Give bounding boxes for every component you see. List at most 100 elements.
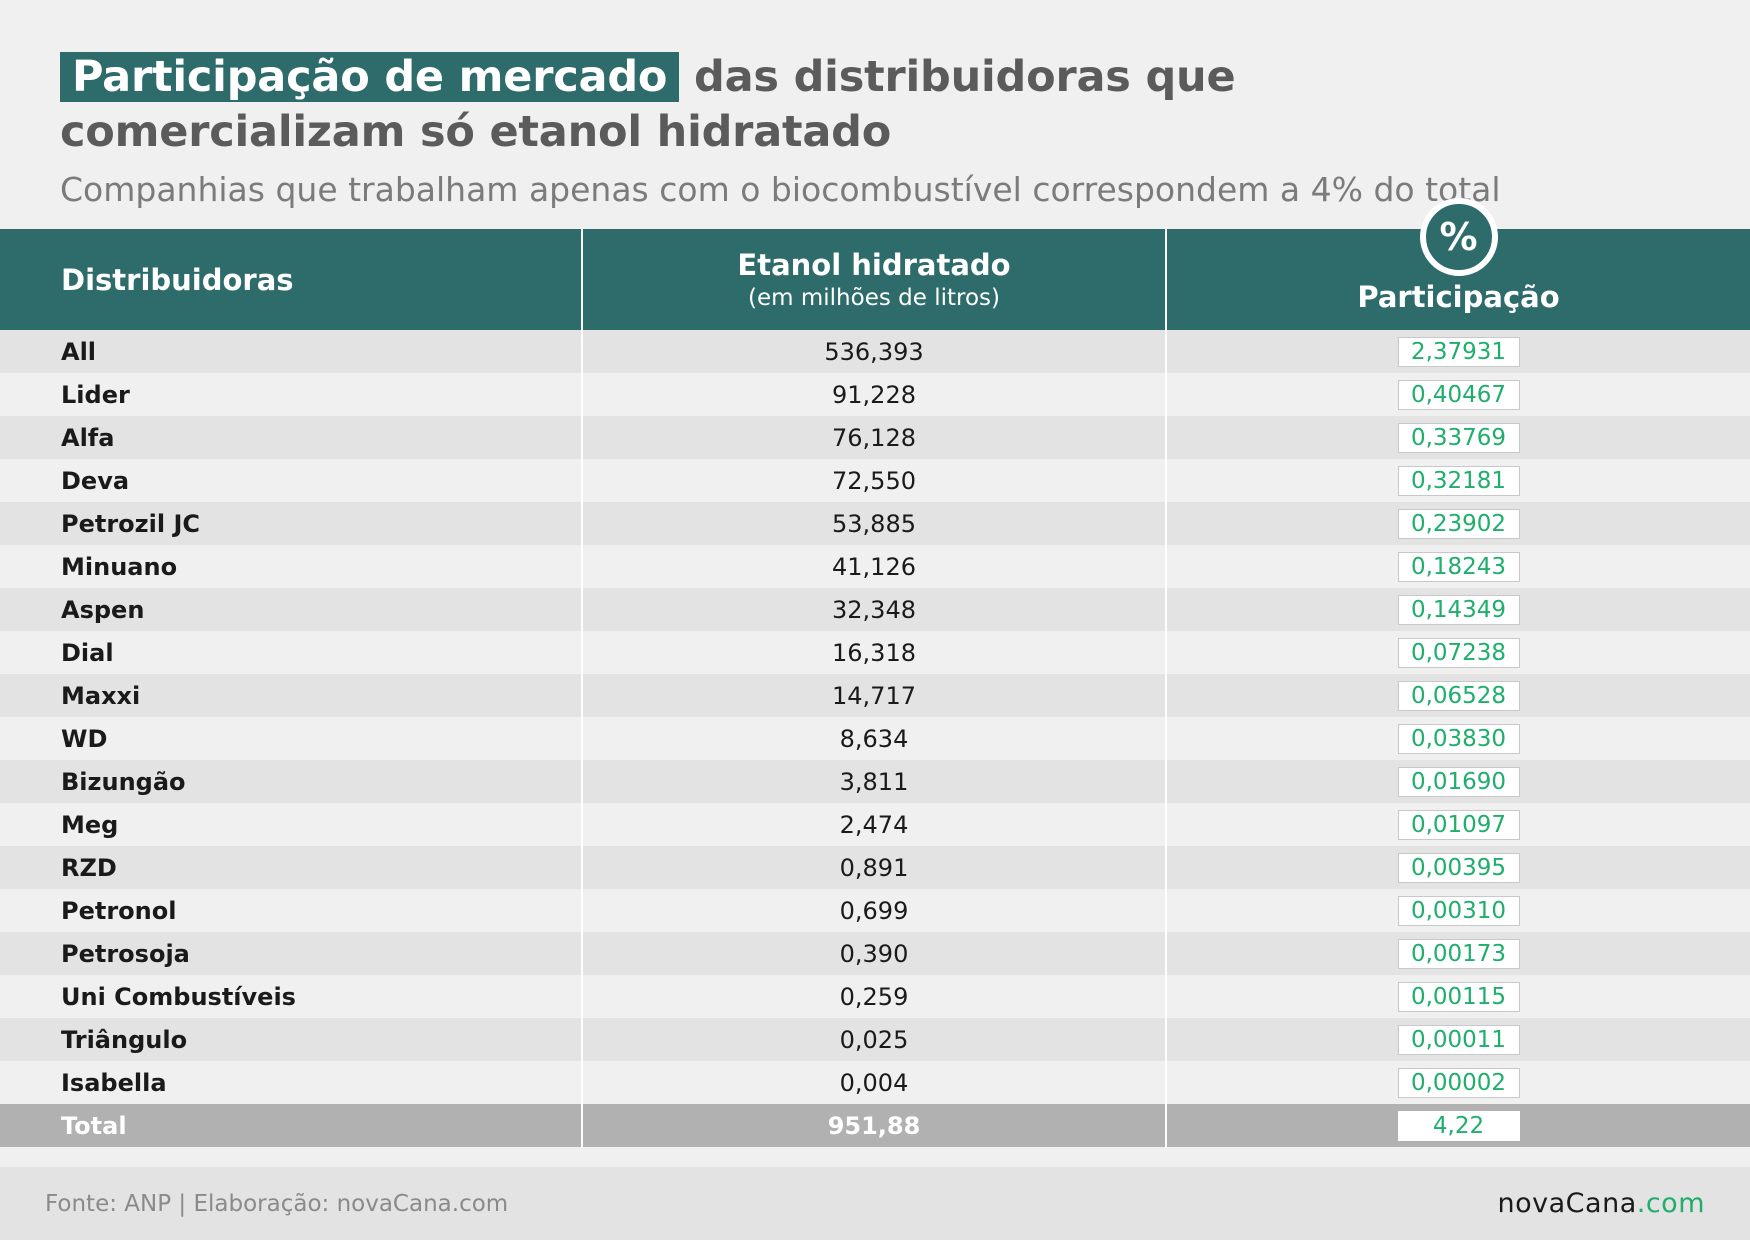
total-label: Total xyxy=(0,1104,583,1147)
participacao-cell: 0,07238 xyxy=(1167,631,1750,674)
table-row: Petrosoja 0,390 0,00173 xyxy=(0,932,1750,975)
total-share-box: 4,22 xyxy=(1397,1110,1520,1141)
etanol-volume: 0,259 xyxy=(583,975,1167,1018)
participacao-value: 0,03830 xyxy=(1397,723,1520,754)
participacao-cell: 0,00115 xyxy=(1167,975,1750,1018)
distribuidora-name: WD xyxy=(0,717,583,760)
table-row: All 536,393 2,37931 xyxy=(0,330,1750,373)
market-share-table: Distribuidoras Etanol hidratado (em milh… xyxy=(0,198,1750,1147)
participacao-cell: 0,33769 xyxy=(1167,416,1750,459)
distribuidora-name: Petronol xyxy=(0,889,583,932)
total-volume: 951,88 xyxy=(583,1104,1167,1147)
footer: Fonte: ANP | Elaboração: novaCana.com no… xyxy=(0,1167,1750,1240)
table-row: Petronol 0,699 0,00310 xyxy=(0,889,1750,932)
participacao-cell: 0,00310 xyxy=(1167,889,1750,932)
participacao-cell: 2,37931 xyxy=(1167,330,1750,373)
participacao-value: 2,37931 xyxy=(1397,336,1520,367)
header-etanol-main: Etanol hidratado xyxy=(737,247,1011,282)
participacao-value: 0,07238 xyxy=(1397,637,1520,668)
title-line1-rest: das distribuidoras que xyxy=(694,52,1236,102)
participacao-value: 0,40467 xyxy=(1397,379,1520,410)
table-row: Maxxi 14,717 0,06528 xyxy=(0,674,1750,717)
participacao-cell: 0,00002 xyxy=(1167,1061,1750,1104)
header-participacao-label: Participação xyxy=(1357,280,1560,314)
etanol-volume: 0,390 xyxy=(583,932,1167,975)
table-header: Distribuidoras Etanol hidratado (em milh… xyxy=(0,198,1750,330)
etanol-volume: 0,025 xyxy=(583,1018,1167,1061)
distribuidora-name: RZD xyxy=(0,846,583,889)
distribuidora-name: Minuano xyxy=(0,545,583,588)
header-etanol-sub: (em milhões de litros) xyxy=(748,284,1000,311)
etanol-volume: 53,885 xyxy=(583,502,1167,545)
participacao-value: 0,32181 xyxy=(1397,465,1520,496)
total-row: Total 951,88 4,22 xyxy=(0,1104,1750,1147)
etanol-volume: 0,699 xyxy=(583,889,1167,932)
distribuidora-name: Petrozil JC xyxy=(0,502,583,545)
participacao-value: 0,00115 xyxy=(1397,981,1520,1012)
distribuidora-name: Aspen xyxy=(0,588,583,631)
participacao-cell: 0,18243 xyxy=(1167,545,1750,588)
table-row: Aspen 32,348 0,14349 xyxy=(0,588,1750,631)
table-row: Lider 91,228 0,40467 xyxy=(0,373,1750,416)
etanol-volume: 72,550 xyxy=(583,459,1167,502)
header-participacao: % Participação xyxy=(1167,198,1750,330)
etanol-volume: 8,634 xyxy=(583,717,1167,760)
page-subtitle: Companhias que trabalham apenas com o bi… xyxy=(60,170,1501,209)
distribuidora-name: Isabella xyxy=(0,1061,583,1104)
etanol-volume: 2,474 xyxy=(583,803,1167,846)
table-row: Petrozil JC 53,885 0,23902 xyxy=(0,502,1750,545)
participacao-cell: 0,01690 xyxy=(1167,760,1750,803)
etanol-volume: 91,228 xyxy=(583,373,1167,416)
participacao-value: 0,33769 xyxy=(1397,422,1520,453)
etanol-volume: 41,126 xyxy=(583,545,1167,588)
header-etanol: Etanol hidratado (em milhões de litros) xyxy=(583,229,1167,330)
etanol-volume: 76,128 xyxy=(583,416,1167,459)
participacao-value: 0,14349 xyxy=(1397,594,1520,625)
table-row: Dial 16,318 0,07238 xyxy=(0,631,1750,674)
participacao-value: 0,01097 xyxy=(1397,809,1520,840)
title-block: Participação de mercado das distribuidor… xyxy=(60,50,1680,210)
title-highlight: Participação de mercado xyxy=(60,52,680,102)
percent-icon: % xyxy=(1419,198,1498,276)
participacao-value: 0,00310 xyxy=(1397,895,1520,926)
participacao-cell: 0,06528 xyxy=(1167,674,1750,717)
distribuidora-name: Lider xyxy=(0,373,583,416)
table-row: WD 8,634 0,03830 xyxy=(0,717,1750,760)
participacao-value: 0,23902 xyxy=(1397,508,1520,539)
participacao-cell: 0,03830 xyxy=(1167,717,1750,760)
table-row: Minuano 41,126 0,18243 xyxy=(0,545,1750,588)
participacao-value: 0,00395 xyxy=(1397,852,1520,883)
participacao-cell: 0,32181 xyxy=(1167,459,1750,502)
table-row: Deva 72,550 0,32181 xyxy=(0,459,1750,502)
table-row: Alfa 76,128 0,33769 xyxy=(0,416,1750,459)
participacao-cell: 0,00395 xyxy=(1167,846,1750,889)
etanol-volume: 0,004 xyxy=(583,1061,1167,1104)
etanol-volume: 14,717 xyxy=(583,674,1167,717)
participacao-value: 0,00173 xyxy=(1397,938,1520,969)
page-title: Participação de mercado das distribuidor… xyxy=(60,50,1680,160)
distribuidora-name: Petrosoja xyxy=(0,932,583,975)
table-row: Uni Combustíveis 0,259 0,00115 xyxy=(0,975,1750,1018)
participacao-cell: 0,40467 xyxy=(1167,373,1750,416)
title-line2: comercializam só etanol hidratado xyxy=(60,107,892,157)
etanol-volume: 3,811 xyxy=(583,760,1167,803)
participacao-cell: 0,00011 xyxy=(1167,1018,1750,1061)
participacao-cell: 0,00173 xyxy=(1167,932,1750,975)
participacao-cell: 0,14349 xyxy=(1167,588,1750,631)
distribuidora-name: Maxxi xyxy=(0,674,583,717)
distribuidora-name: Deva xyxy=(0,459,583,502)
distribuidora-name: All xyxy=(0,330,583,373)
logo-main: novaCana xyxy=(1497,1188,1637,1219)
table-row: Meg 2,474 0,01097 xyxy=(0,803,1750,846)
etanol-volume: 32,348 xyxy=(583,588,1167,631)
logo-suffix: .com xyxy=(1636,1188,1705,1219)
participacao-value: 0,18243 xyxy=(1397,551,1520,582)
header-distribuidoras: Distribuidoras xyxy=(0,229,583,330)
participacao-value: 0,06528 xyxy=(1397,680,1520,711)
etanol-volume: 536,393 xyxy=(583,330,1167,373)
table-row: Triângulo 0,025 0,00011 xyxy=(0,1018,1750,1061)
source-credit: Fonte: ANP | Elaboração: novaCana.com xyxy=(45,1190,509,1217)
etanol-volume: 16,318 xyxy=(583,631,1167,674)
novacana-logo: novaCana.com xyxy=(1498,1188,1705,1219)
table-row: Bizungão 3,811 0,01690 xyxy=(0,760,1750,803)
